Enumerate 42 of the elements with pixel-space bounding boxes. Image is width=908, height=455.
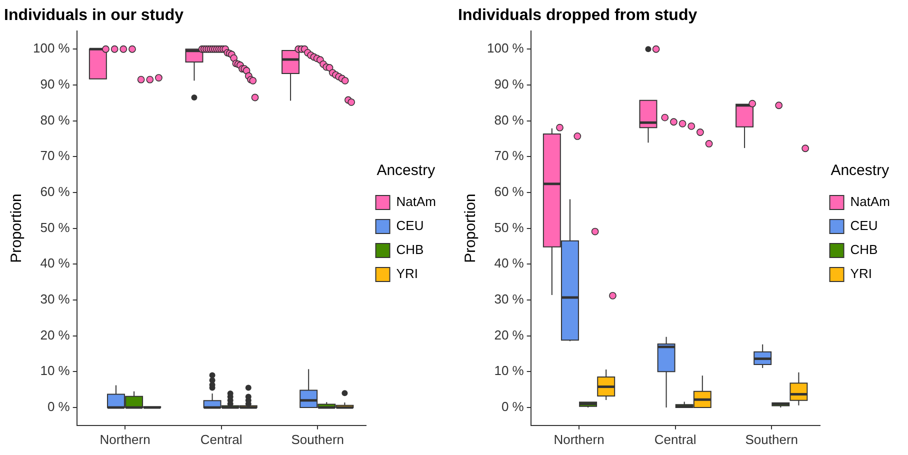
legend-label: YRI [396, 266, 418, 282]
legend-label: CEU [396, 218, 424, 234]
y-tick-label: 50 % [40, 220, 70, 235]
y-tick-label: 40 % [40, 256, 70, 271]
legend-label: NatAm [396, 194, 436, 210]
y-tick-label: 30 % [40, 292, 70, 307]
y-tick-label: 10 % [494, 363, 524, 378]
y-tick-label: 80 % [40, 112, 70, 128]
chart-title: Individuals dropped from study [458, 7, 698, 24]
y-tick-label: 60 % [494, 184, 524, 200]
x-tick-label: Northern [100, 432, 150, 447]
legend-label: NatAm [850, 194, 890, 210]
y-tick-label: 10 % [40, 363, 70, 378]
y-tick-label: 0 % [501, 399, 524, 414]
y-tick-label: 50 % [494, 220, 524, 235]
y-tick-label: 70 % [40, 148, 70, 164]
x-tick-label: Central [200, 432, 242, 447]
y-tick-label: 0 % [47, 399, 70, 414]
y-tick-label: 80 % [494, 112, 524, 128]
y-tick-label: 100 % [32, 40, 70, 56]
y-axis-title: Proportion [8, 194, 26, 263]
y-tick-label: 90 % [494, 76, 524, 92]
legend-label: CHB [850, 242, 878, 258]
y-tick-label: 30 % [494, 292, 524, 307]
x-tick-label: Northern [554, 432, 604, 447]
legend-title: Ancestry [376, 162, 436, 180]
y-tick-label: 60 % [40, 184, 70, 200]
y-tick-label: 20 % [40, 327, 70, 342]
y-axis-title: Proportion [462, 194, 480, 263]
y-tick-label: 40 % [494, 256, 524, 271]
y-tick-label: 100 % [486, 40, 524, 56]
x-tick-label: Southern [745, 432, 798, 447]
legend-label: CHB [396, 242, 424, 258]
legend-label: YRI [850, 266, 872, 282]
y-tick-label: 20 % [494, 327, 524, 342]
x-tick-label: Central [654, 432, 696, 447]
y-tick-label: 90 % [40, 76, 70, 92]
legend-title: Ancestry [830, 162, 890, 180]
y-tick-label: 70 % [494, 148, 524, 164]
x-tick-label: Southern [291, 432, 344, 447]
chart-title: Individuals in our study [4, 7, 184, 24]
legend-label: CEU [850, 218, 878, 234]
